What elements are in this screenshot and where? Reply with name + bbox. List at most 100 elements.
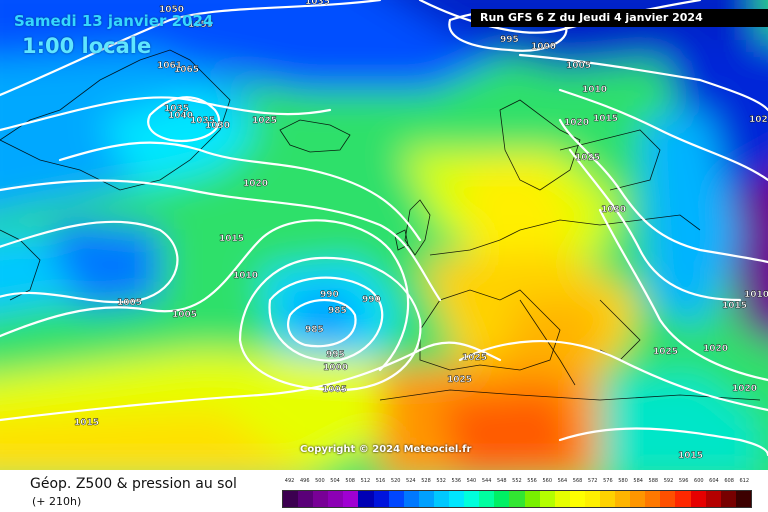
isobar-label: 1025 xyxy=(653,347,678,357)
scale-swatch xyxy=(599,491,616,507)
scale-swatch xyxy=(464,491,480,507)
scale-swatch xyxy=(735,491,751,507)
isobar-label: 995 xyxy=(326,350,345,360)
scale-swatch xyxy=(509,491,525,507)
scale-tick-label: 536 xyxy=(451,478,462,484)
scale-tick-label: 544 xyxy=(481,478,492,484)
scale-swatch xyxy=(403,491,419,507)
scale-swatch xyxy=(358,491,374,507)
isobar-label: 1035 xyxy=(305,0,330,7)
scale-swatch xyxy=(373,491,389,507)
isobar-label: 1005 xyxy=(322,385,347,395)
isobars xyxy=(0,0,768,455)
color-scale: 492 496 500 504 508 512 516 520 524 528 532 536 540 5… xyxy=(282,478,752,508)
isobar-label: 990 xyxy=(362,295,381,305)
isobar-label: 1020 xyxy=(564,118,589,128)
scale-tick-label: 600 xyxy=(694,478,704,484)
isobar-label: 102 xyxy=(749,115,768,125)
scale-swatch xyxy=(675,491,691,507)
isobar-label: 1010 xyxy=(582,85,607,95)
scale-swatch xyxy=(433,491,450,507)
isobar-label: 1020 xyxy=(732,384,757,394)
isobar-label: 1055 xyxy=(188,20,213,30)
scale-swatch xyxy=(418,491,434,507)
isobar-label: 1061 xyxy=(157,61,182,71)
run-info: Run GFS 6 Z du Jeudi 4 janvier 2024 xyxy=(471,9,768,27)
forecast-date: Samedi 13 janvier 2024 xyxy=(14,12,214,30)
copyright-notice: Copyright © 2024 Meteociel.fr xyxy=(300,444,472,455)
scale-tick-label: 548 xyxy=(496,478,507,484)
scale-tick-label: 520 xyxy=(390,478,401,484)
scale-tick-label: 568 xyxy=(572,478,583,484)
scale-swatch xyxy=(584,491,600,507)
isobar-label: 1000 xyxy=(531,42,556,52)
isobar-label: 1005 xyxy=(172,310,197,320)
isobar-label: 1065 xyxy=(174,65,199,75)
isobar-label: 1030 xyxy=(601,205,626,215)
scale-swatch xyxy=(660,491,676,507)
scale-tick-label: 516 xyxy=(375,478,386,484)
isobar-label: 1035 xyxy=(190,116,215,126)
scale-swatch xyxy=(283,491,299,507)
isobar-label: 1040 xyxy=(168,111,193,121)
scale-tick-label: 500 xyxy=(315,478,325,484)
isobar-label: 1025 xyxy=(462,353,487,363)
scale-swatch xyxy=(328,491,344,507)
scale-tick-label: 608 xyxy=(724,478,734,484)
isobar-label: 990 xyxy=(320,290,339,300)
scale-tick-label: 540 xyxy=(466,478,477,484)
isobar-label: 1020 xyxy=(703,344,728,354)
isobar-label: 1025 xyxy=(447,375,472,385)
isobar-label: 1050 xyxy=(159,5,184,15)
scale-swatch xyxy=(298,491,314,507)
scale-tick-label: 596 xyxy=(678,478,689,484)
scale-swatch xyxy=(539,491,555,507)
scale-swatch xyxy=(615,491,631,507)
scale-bar xyxy=(282,490,752,508)
isobar-label: 1015 xyxy=(678,451,703,461)
scale-tick-label: 508 xyxy=(345,478,355,484)
isobar-label: 985 xyxy=(305,325,324,335)
scale-tick-label: 576 xyxy=(603,478,613,484)
isobar-label: 1035 xyxy=(164,104,189,114)
scale-tick-label: 504 xyxy=(330,478,340,484)
scale-tick-label: 556 xyxy=(527,478,537,484)
scale-swatch xyxy=(720,491,736,507)
scale-swatch xyxy=(479,491,495,507)
isobar-label: 1015 xyxy=(593,114,618,124)
scale-tick-label: 592 xyxy=(663,478,674,484)
scale-tick-label: 496 xyxy=(299,478,310,484)
isobar-label: 1000 xyxy=(323,363,348,373)
scale-swatch xyxy=(343,491,359,507)
scale-tick-label: 492 xyxy=(284,478,295,484)
isobar-label: 1005 xyxy=(566,61,591,71)
forecast-lead-time: (+ 210h) xyxy=(32,495,82,508)
scale-tick-label: 564 xyxy=(557,478,568,484)
scale-swatch xyxy=(313,491,329,507)
scale-swatch xyxy=(690,491,706,507)
isobar-label: 1015 xyxy=(219,234,244,244)
scale-tick-label: 528 xyxy=(421,478,431,484)
forecast-time: 1:00 locale xyxy=(22,34,152,58)
scale-tick-label: 512 xyxy=(360,478,371,484)
isobar-label: 1015 xyxy=(722,301,747,311)
isobar-label: 1015 xyxy=(74,418,99,428)
isobar-labels: 1050 1065 1061 1035 1040 1035 1030 1025 … xyxy=(74,0,768,461)
scale-swatch xyxy=(630,491,646,507)
scale-tick-label: 560 xyxy=(542,478,552,484)
isobar-label: 1005 xyxy=(117,298,142,308)
isobar-label: 1025 xyxy=(252,116,277,126)
isobar-label: 995 xyxy=(500,35,519,45)
scale-tick-label: 612 xyxy=(739,478,750,484)
weather-map: 1050 1065 1061 1035 1040 1035 1030 1025 … xyxy=(0,0,768,470)
scale-tick-label: 580 xyxy=(618,478,628,484)
isobar-label: 1020 xyxy=(243,179,268,189)
scale-swatch xyxy=(554,491,570,507)
scale-swatch xyxy=(524,491,540,507)
isobar-label: 1025 xyxy=(575,153,600,163)
scale-tick-label: 524 xyxy=(406,478,416,484)
isobar-label: 1030 xyxy=(205,121,230,131)
scale-tick-label: 532 xyxy=(436,478,446,484)
scale-swatch xyxy=(449,491,465,507)
isobar-label: 1010 xyxy=(233,271,258,281)
